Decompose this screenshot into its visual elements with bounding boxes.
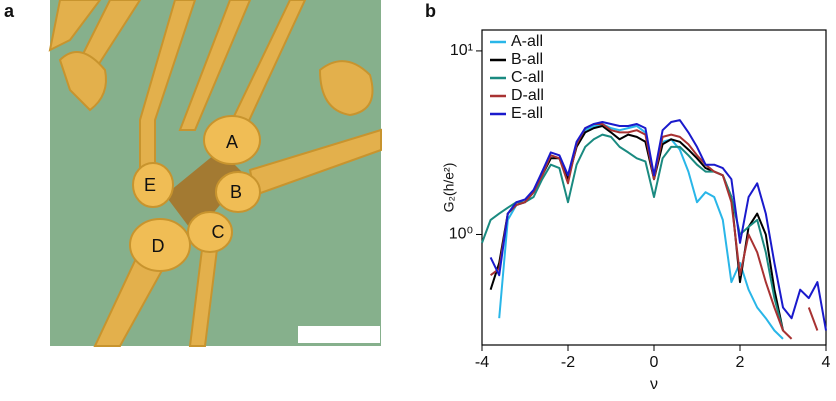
channel <box>165 150 245 235</box>
contact-label: A <box>226 132 238 152</box>
x-axis-label: ν <box>650 376 658 393</box>
x-tick-label: -2 <box>561 354 575 371</box>
contact-label: C <box>212 222 225 242</box>
y-tick-label: 10⁰ <box>449 226 473 243</box>
series-line <box>498 123 784 340</box>
panel-label: b <box>425 1 436 21</box>
y-axis-label: G₂(h/e²) <box>441 163 457 213</box>
legend-label: B-all <box>511 51 543 68</box>
panel-label: a <box>4 1 15 21</box>
x-tick-label: 4 <box>822 354 831 371</box>
legend-label: C-all <box>511 69 544 86</box>
legend-label: A-all <box>511 33 543 50</box>
contact-label: B <box>230 182 242 202</box>
leads <box>48 0 382 347</box>
x-tick-label: -4 <box>475 354 489 371</box>
x-tick-label: 0 <box>650 354 659 371</box>
legend-label: D-all <box>511 87 544 104</box>
series-line <box>481 133 784 331</box>
scale-bar <box>298 326 380 343</box>
series-line <box>489 119 827 331</box>
contacts <box>129 115 261 272</box>
legend-label: E-all <box>511 105 543 122</box>
contact-label: E <box>144 175 156 195</box>
micrograph: A B C D E <box>48 0 382 347</box>
x-tick-label: 2 <box>736 354 745 371</box>
series-line <box>490 123 819 340</box>
contact-label: D <box>152 236 165 256</box>
y-tick-label: 10¹ <box>450 42 473 59</box>
